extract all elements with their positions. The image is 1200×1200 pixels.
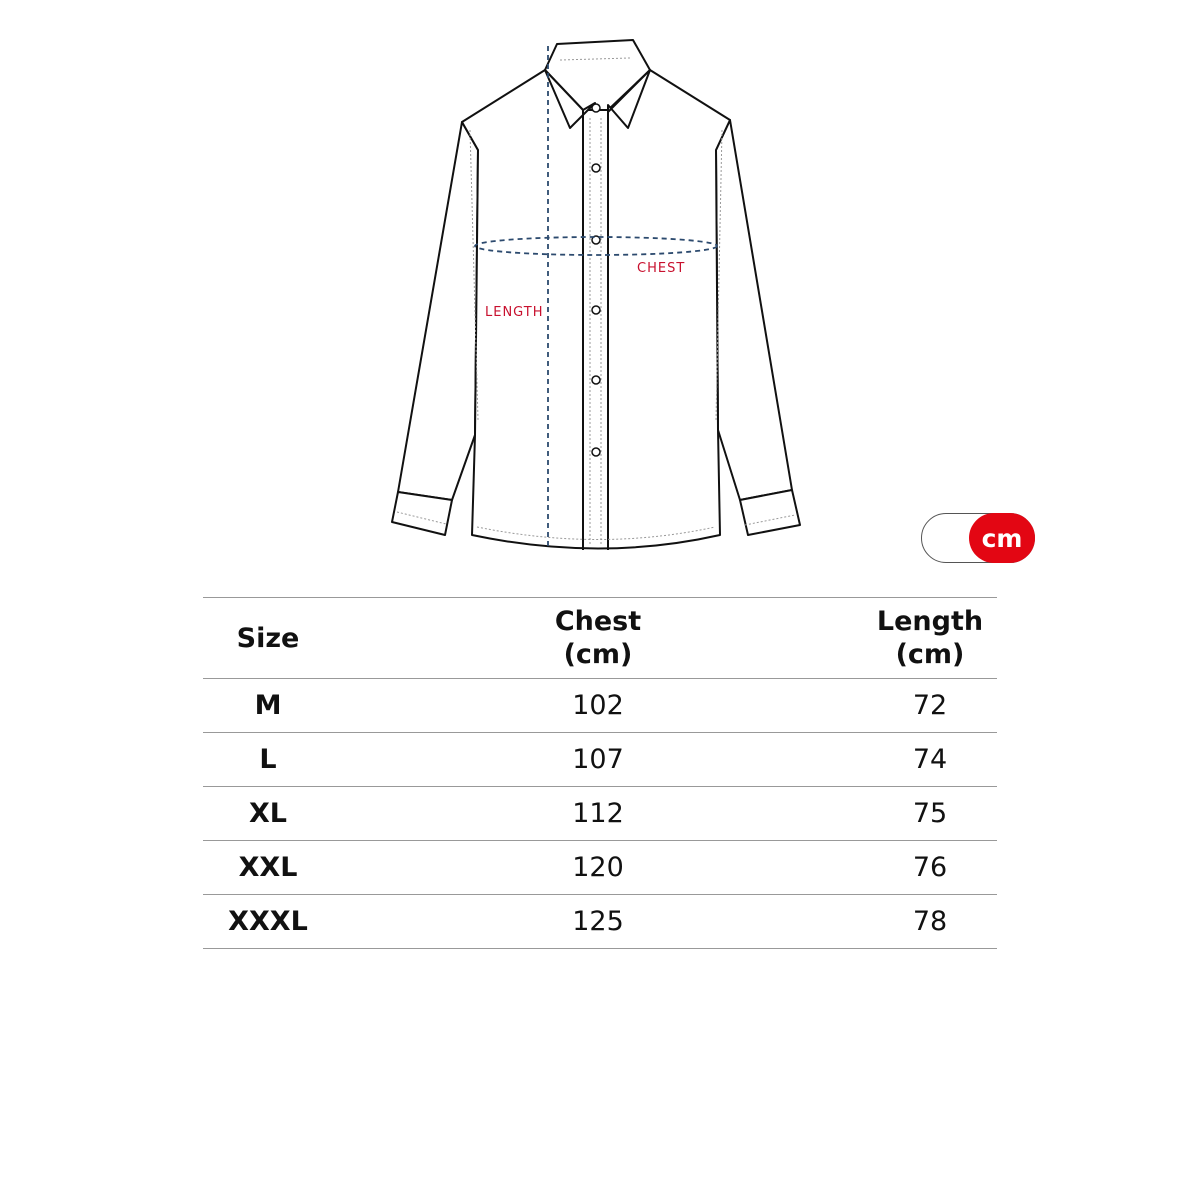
collar-right [607, 69, 651, 129]
header-length: Length (cm) [863, 597, 997, 679]
size-cell: XXXL [203, 894, 333, 949]
length-cell: 74 [863, 732, 997, 787]
chest-cell: 120 [333, 840, 863, 895]
right-sleeve [715, 119, 793, 501]
chest-cell: 102 [333, 678, 863, 733]
chest-cell: 125 [333, 894, 863, 949]
chest-cell: 107 [333, 732, 863, 787]
table-row: XL 112 75 [203, 786, 997, 841]
size-cell: XXL [203, 840, 333, 895]
table-row: L 107 74 [203, 732, 997, 787]
chest-label: CHEST [637, 261, 685, 276]
size-cell: L [203, 732, 333, 787]
placket [582, 110, 609, 550]
unit-toggle[interactable]: cm [921, 513, 1035, 563]
header-chest: Chest (cm) [333, 597, 863, 679]
buttons [591, 103, 601, 457]
table-header-row: Size Chest (cm) Length (cm) [203, 597, 997, 679]
size-cell: M [203, 678, 333, 733]
length-cell: 75 [863, 786, 997, 841]
length-cell: 72 [863, 678, 997, 733]
header-size: Size [203, 597, 333, 679]
unit-toggle-selected[interactable]: cm [969, 513, 1035, 563]
shirt-diagram: LENGTH CHEST [391, 39, 801, 550]
length-label: LENGTH [485, 305, 544, 320]
size-cell: XL [203, 786, 333, 841]
length-cell: 78 [863, 894, 997, 949]
table-row: XXXL 125 78 [203, 894, 997, 949]
chest-measure-line [474, 236, 718, 256]
left-sleeve [397, 121, 479, 501]
right-cuff [739, 489, 801, 536]
table-row: M 102 72 [203, 678, 997, 733]
table-row: XXL 120 76 [203, 840, 997, 895]
length-cell: 76 [863, 840, 997, 895]
chest-cell: 112 [333, 786, 863, 841]
left-cuff [391, 491, 453, 536]
size-table: Size Chest (cm) Length (cm) M 102 72 L 107 74 XL… [203, 597, 997, 949]
